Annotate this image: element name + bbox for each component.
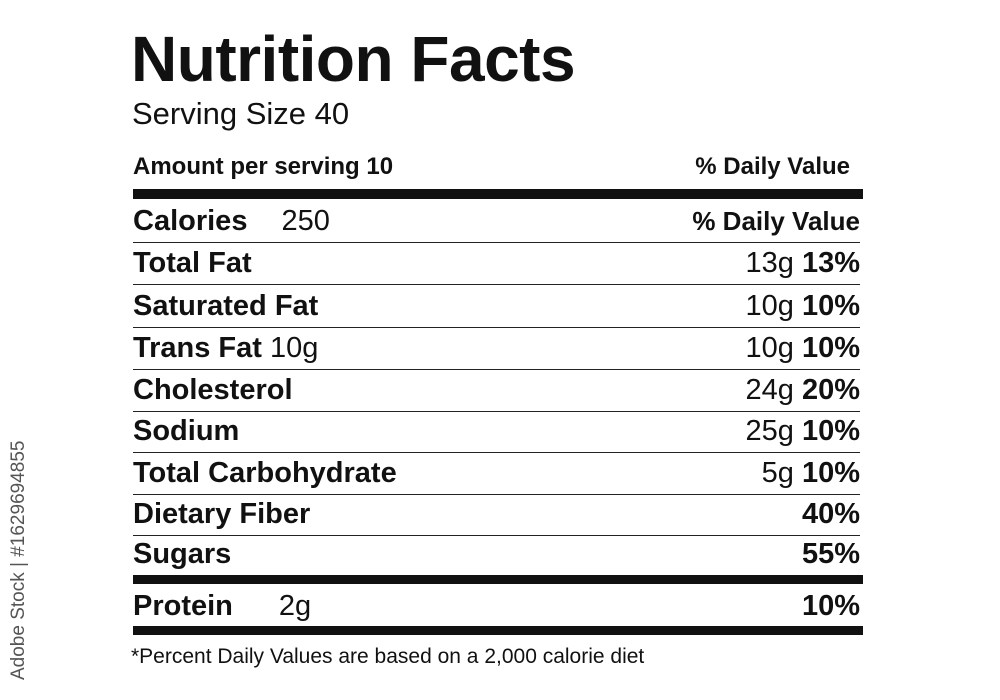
nutrient-pct: 13% — [801, 246, 860, 279]
nutrient-row: Saturated Fat 10g 10% — [133, 285, 860, 328]
protein-pct: 10% — [801, 589, 860, 622]
nutrient-amount: 10g — [745, 331, 794, 364]
nutrient-pct: 20% — [801, 373, 860, 406]
calories-label: Calories — [133, 204, 248, 237]
nutrient-amount: 25g — [745, 414, 794, 447]
nutrient-pct: 40% — [801, 497, 860, 530]
nutrient-label: Dietary Fiber — [133, 497, 311, 530]
nutrient-row: Total Carbohydrate 5g 10% — [133, 452, 860, 495]
amount-per-serving: Amount per serving 10 — [133, 153, 394, 180]
nutrient-label: Total Carbohydrate — [133, 456, 397, 489]
nutrient-inline-amount: 10g — [270, 331, 319, 364]
thick-divider — [133, 626, 863, 635]
nutrient-row: Sodium 25g 10% — [133, 410, 860, 453]
nutrient-label: Sugars — [133, 537, 232, 570]
nutrient-amount: 10g — [745, 289, 794, 322]
nutrient-label: Total Fat — [133, 246, 252, 279]
nutrient-pct: 10% — [801, 331, 860, 364]
protein-label: Protein — [133, 589, 233, 622]
nutrient-row: Sugars 55% — [133, 533, 860, 575]
watermark: Adobe Stock | #162969485​5 — [8, 440, 29, 680]
nutrient-label: Sodium — [133, 414, 240, 447]
nutrient-amount: 5g — [761, 456, 794, 489]
serving-size: Serving Size 40 — [132, 96, 350, 131]
nutrient-pct: 10% — [801, 414, 860, 447]
nutrient-pct: 55% — [801, 537, 860, 570]
header-row: Amount per serving 10 % Daily Value — [133, 153, 850, 181]
nutrient-row: Trans Fat 10g 10g 10% — [133, 327, 860, 370]
nutrient-amount: 24g — [745, 373, 794, 406]
calories-row: Calories 250 % Daily Value — [133, 200, 860, 243]
nutrient-pct: 10% — [801, 456, 860, 489]
nutrient-label: Cholesterol — [133, 373, 293, 406]
nutrient-label: Trans Fat — [133, 331, 262, 364]
thick-divider — [133, 575, 863, 584]
page-title: Nutrition Facts — [131, 23, 576, 95]
protein-row: Protein 2g 10% — [133, 585, 860, 627]
calories-value: 250 — [281, 204, 330, 237]
nutrient-row: Dietary Fiber 40% — [133, 493, 860, 536]
calories-dv: % Daily Value — [692, 205, 860, 236]
nutrient-row: Total Fat 13g 13% — [133, 242, 860, 285]
nutrient-amount: 13g — [745, 246, 794, 279]
nutrient-label: Saturated Fat — [133, 289, 319, 322]
footnote: *Percent Daily Values are based on a 2,0… — [131, 645, 645, 668]
nutrient-row: Cholesterol 24g 20% — [133, 369, 860, 412]
nutrient-pct: 10% — [801, 289, 860, 322]
thick-divider — [133, 189, 863, 199]
protein-value: 2g — [278, 589, 312, 622]
daily-value-header: % Daily Value — [695, 153, 850, 180]
